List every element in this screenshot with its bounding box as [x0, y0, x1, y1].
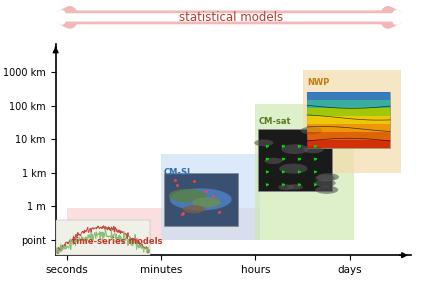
Bar [307, 108, 390, 116]
Bar [307, 140, 390, 148]
Circle shape [169, 189, 206, 202]
Text: time-series models: time-series models [71, 238, 162, 246]
Circle shape [183, 205, 205, 213]
Bar [67, 208, 260, 240]
Circle shape [278, 184, 294, 190]
Bar [161, 154, 260, 240]
Circle shape [315, 175, 335, 182]
Circle shape [287, 184, 303, 190]
Bar [164, 173, 238, 226]
Circle shape [315, 186, 338, 194]
Text: NWP: NWP [307, 78, 330, 87]
Bar [258, 129, 332, 191]
Bar [307, 92, 390, 100]
Bar [307, 124, 390, 132]
Circle shape [315, 179, 336, 187]
Bar [307, 92, 390, 148]
Circle shape [281, 144, 309, 154]
Text: statistical models: statistical models [179, 11, 283, 24]
Text: CM-sat: CM-sat [258, 117, 291, 126]
Circle shape [170, 188, 232, 211]
Circle shape [265, 158, 282, 164]
Bar [256, 104, 354, 240]
Bar [303, 70, 401, 173]
Circle shape [317, 173, 339, 181]
Bar [307, 132, 390, 140]
Circle shape [300, 127, 322, 134]
Circle shape [254, 139, 273, 146]
Circle shape [192, 197, 220, 207]
Text: CM-SI: CM-SI [164, 168, 191, 177]
Bar [307, 100, 390, 108]
Circle shape [279, 164, 307, 174]
Circle shape [303, 146, 324, 153]
Bar [307, 116, 390, 124]
